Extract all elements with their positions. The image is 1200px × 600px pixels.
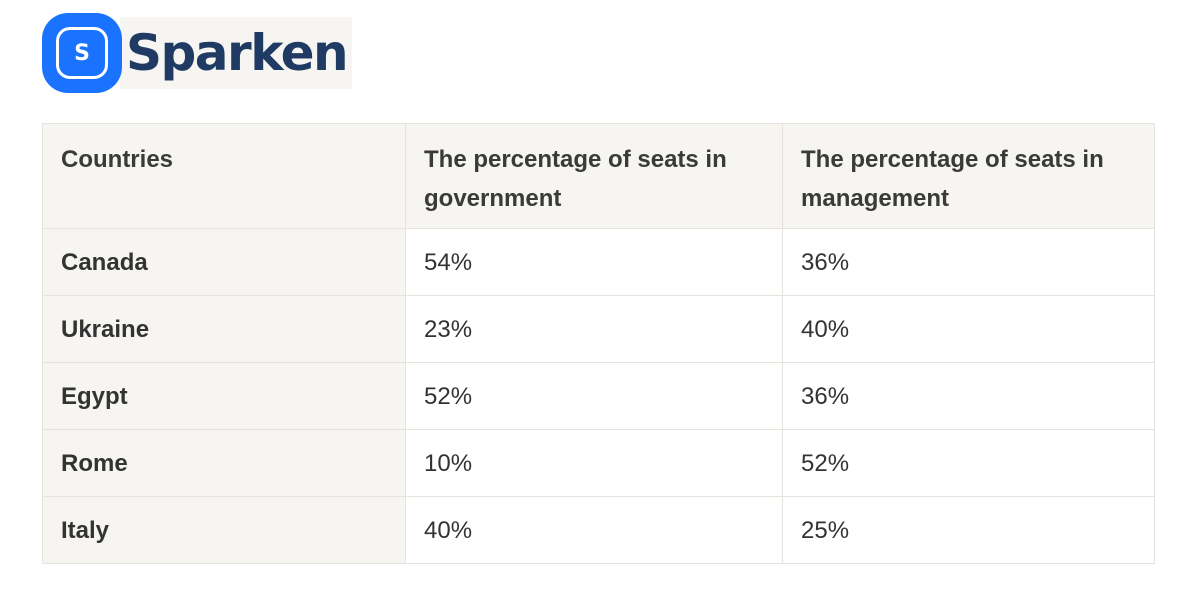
column-header-management: The percentage of seats in management [782,123,1155,229]
table-row: Rome 10% 52% [42,429,1155,497]
table-row: Italy 40% 25% [42,496,1155,564]
management-cell: 52% [782,429,1155,497]
country-cell: Ukraine [42,295,406,363]
government-cell: 23% [405,295,783,363]
government-cell: 54% [405,228,783,296]
table-header-row: Countries The percentage of seats in gov… [42,123,1155,229]
logo-badge-letter: S [56,27,108,79]
management-cell: 25% [782,496,1155,564]
logo-wordmark-box: Sparken [120,17,352,89]
table-row: Egypt 52% 36% [42,362,1155,430]
government-cell: 10% [405,429,783,497]
country-cell: Canada [42,228,406,296]
table-row: Ukraine 23% 40% [42,295,1155,363]
logo-wordmark: Sparken [126,24,349,82]
data-table-container: Countries The percentage of seats in gov… [42,123,1155,564]
management-cell: 36% [782,362,1155,430]
management-cell: 40% [782,295,1155,363]
column-header-government: The percentage of seats in government [405,123,783,229]
government-cell: 52% [405,362,783,430]
data-table: Countries The percentage of seats in gov… [42,123,1155,564]
management-cell: 36% [782,228,1155,296]
sparken-logo: S Sparken [42,13,352,93]
country-cell: Italy [42,496,406,564]
country-cell: Rome [42,429,406,497]
country-cell: Egypt [42,362,406,430]
table-body: Canada 54% 36% Ukraine 23% 40% Egypt 52% 36% Rome… [42,228,1155,564]
government-cell: 40% [405,496,783,564]
column-header-countries: Countries [42,123,406,229]
table-row: Canada 54% 36% [42,228,1155,296]
logo-badge-icon: S [42,13,122,93]
